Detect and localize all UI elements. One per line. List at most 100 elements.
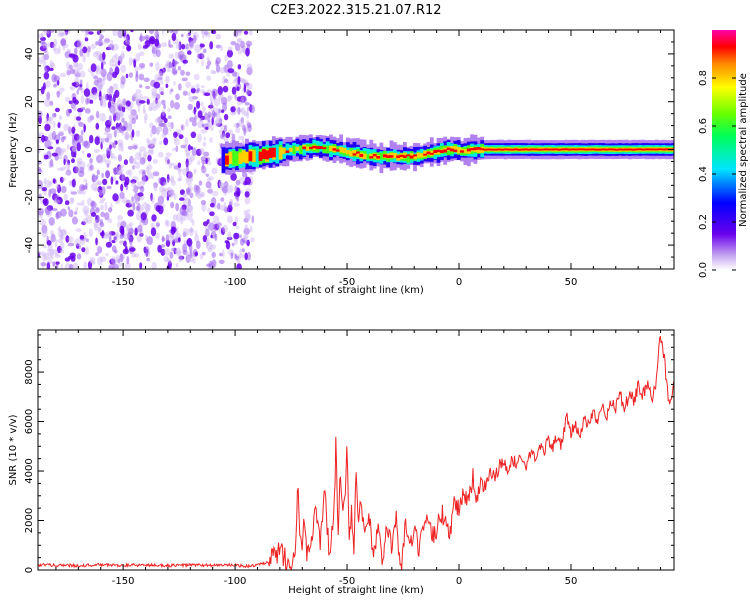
noise-cell — [72, 105, 77, 112]
noise-cell — [209, 137, 213, 143]
noise-cell — [108, 207, 113, 213]
noise-cell — [99, 34, 104, 40]
signal-cell — [638, 148, 642, 151]
noise-cell — [59, 234, 65, 241]
noise-cell — [155, 97, 158, 105]
noise-cell — [167, 107, 171, 113]
noise-cell — [71, 144, 78, 152]
noise-cell — [213, 95, 217, 100]
signal-cell — [258, 151, 263, 161]
noise-cell — [144, 116, 147, 124]
noise-cell — [77, 86, 83, 91]
noise-cell — [47, 248, 52, 253]
noise-cell — [182, 227, 190, 237]
noise-cell — [67, 159, 71, 166]
noise-cell — [39, 45, 47, 52]
noise-cell — [95, 237, 98, 246]
signal-cell — [359, 154, 364, 157]
noise-cell — [206, 263, 212, 267]
noise-cell — [49, 158, 54, 167]
signal-cell — [651, 148, 656, 151]
noise-cell — [125, 134, 131, 139]
signal-cell — [302, 146, 307, 150]
noise-cell — [243, 84, 247, 93]
noise-cell — [186, 179, 192, 186]
noise-cell — [114, 53, 118, 58]
noise-cell — [139, 63, 146, 68]
signal-cell — [362, 153, 367, 160]
noise-cell — [68, 53, 76, 58]
noise-cell — [139, 146, 147, 152]
noise-cell — [240, 40, 245, 49]
noise-cell — [95, 252, 99, 257]
noise-cell — [99, 219, 104, 225]
noise-cell — [119, 234, 125, 239]
noise-cell — [168, 44, 173, 48]
noise-cell — [151, 195, 155, 204]
noise-cell — [124, 262, 131, 269]
signal-cell — [476, 147, 481, 150]
noise-cell — [109, 59, 114, 67]
noise-cell — [198, 180, 203, 186]
noise-cell — [205, 229, 210, 235]
noise-cell — [144, 35, 150, 40]
noise-cell — [149, 62, 154, 67]
noise-cell — [80, 130, 84, 136]
noise-cell — [59, 249, 65, 254]
noise-cell — [199, 43, 205, 48]
noise-cell — [93, 219, 100, 229]
noise-cell — [76, 89, 79, 95]
noise-cell — [185, 118, 189, 127]
noise-cell — [236, 101, 242, 106]
signal-cell — [292, 145, 296, 154]
signal-cell — [510, 148, 515, 151]
noise-cell — [194, 251, 198, 257]
noise-cell — [55, 212, 60, 220]
noise-cell — [168, 162, 173, 169]
noise-cell — [203, 136, 206, 141]
noise-cell — [128, 72, 133, 78]
noise-cell — [150, 227, 157, 237]
signal-cell — [275, 144, 280, 164]
noise-cell — [69, 252, 76, 258]
noise-cell — [236, 122, 240, 128]
signal-cell — [399, 154, 404, 157]
noise-cell — [76, 157, 83, 165]
noise-cell — [95, 122, 100, 130]
signal-cell — [245, 151, 249, 164]
noise-cell — [133, 145, 138, 150]
signal-cell — [648, 148, 652, 151]
noise-cell — [173, 81, 176, 86]
signal-cell — [235, 151, 239, 166]
noise-cell — [147, 142, 153, 150]
noise-cell — [59, 32, 65, 36]
noise-cell — [48, 180, 53, 186]
noise-cell — [46, 240, 52, 246]
noise-cell — [199, 147, 205, 155]
noise-cell — [59, 72, 67, 78]
noise-cell — [148, 148, 154, 154]
noise-cell — [130, 179, 137, 184]
noise-cell — [58, 229, 63, 238]
noise-cell — [56, 90, 61, 98]
noise-cell — [191, 96, 199, 100]
noise-cell — [91, 86, 98, 96]
noise-cell — [152, 49, 158, 58]
signal-cell — [611, 148, 616, 151]
noise-cell — [241, 248, 245, 253]
noise-cell — [59, 234, 64, 240]
noise-cell — [173, 131, 178, 138]
noise-cell — [239, 234, 242, 238]
noise-cell — [164, 219, 169, 227]
noise-cell — [182, 192, 188, 198]
noise-cell — [169, 177, 173, 182]
signal-cell — [503, 148, 508, 151]
noise-cell — [231, 71, 238, 77]
noise-cell — [233, 202, 240, 207]
noise-cell — [155, 222, 161, 227]
noise-cell — [117, 139, 124, 146]
signal-cell — [564, 148, 569, 151]
noise-cell — [90, 212, 97, 217]
noise-cell — [182, 168, 188, 176]
noise-cell — [166, 159, 170, 165]
